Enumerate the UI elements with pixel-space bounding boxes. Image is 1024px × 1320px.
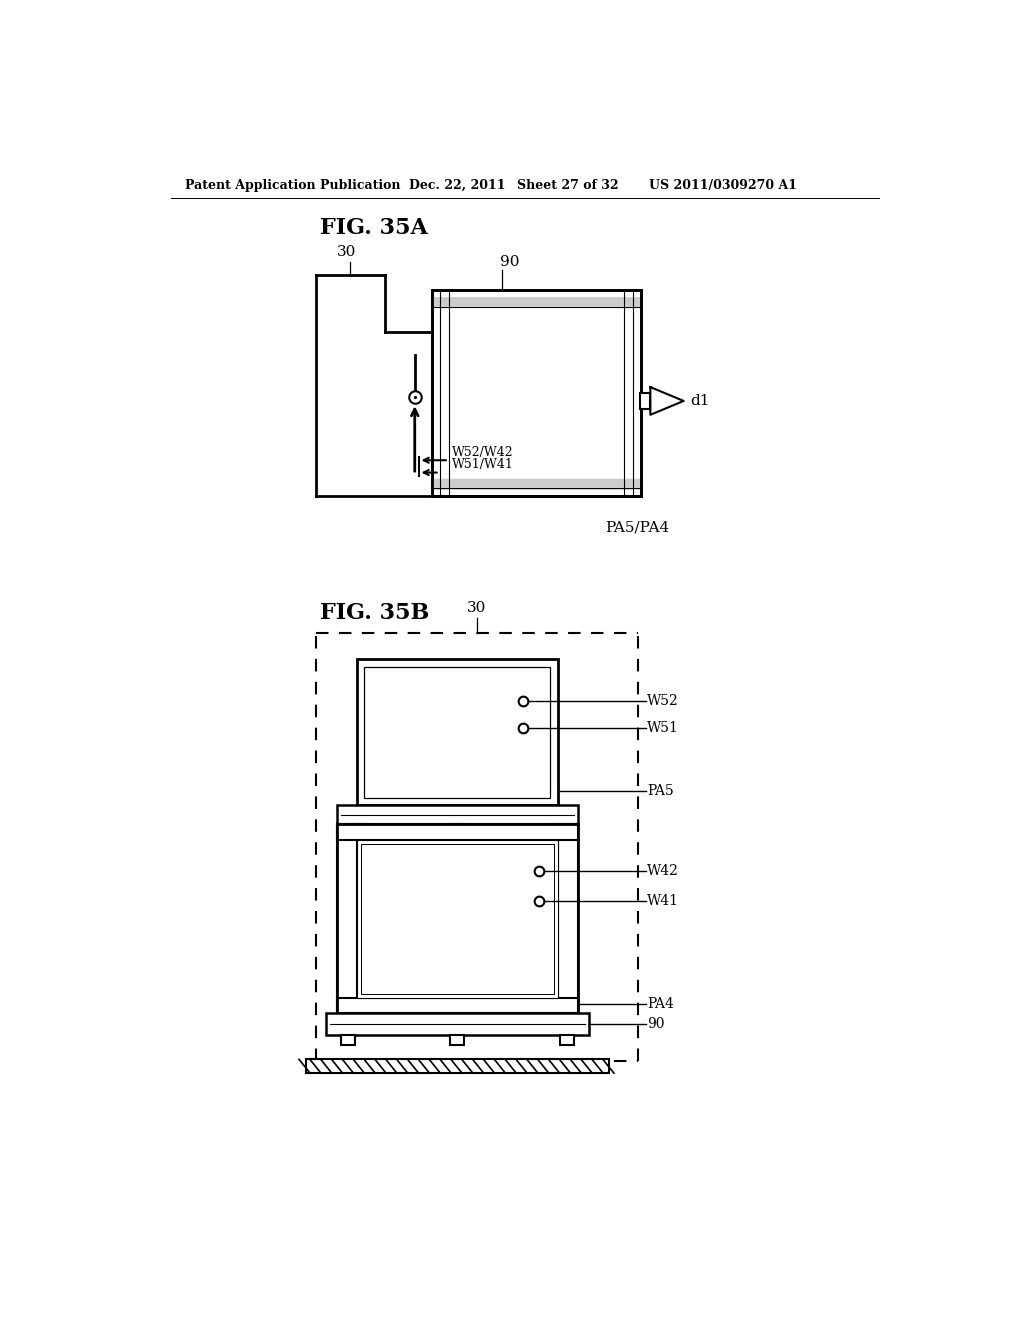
- Bar: [356, 840, 558, 998]
- Bar: [337, 825, 356, 1014]
- Bar: [306, 1059, 608, 1073]
- Text: W41: W41: [647, 895, 679, 908]
- Bar: [326, 1014, 589, 1035]
- Text: 90: 90: [647, 1016, 665, 1031]
- Bar: [432, 290, 641, 496]
- Bar: [337, 825, 578, 840]
- Text: d1: d1: [690, 393, 710, 408]
- Bar: [548, 825, 562, 836]
- Text: PA5: PA5: [647, 784, 674, 799]
- Bar: [341, 1035, 355, 1045]
- Bar: [337, 825, 578, 1014]
- Text: W51: W51: [647, 721, 679, 735]
- Bar: [451, 1035, 464, 1045]
- Bar: [337, 805, 578, 825]
- Text: 90: 90: [500, 255, 519, 268]
- Text: PA4: PA4: [647, 997, 674, 1011]
- Text: FIG. 35A: FIG. 35A: [321, 216, 428, 239]
- Bar: [360, 843, 554, 994]
- Text: US 2011/0309270 A1: US 2011/0309270 A1: [649, 178, 797, 191]
- Bar: [432, 290, 641, 496]
- Bar: [558, 825, 578, 1014]
- Text: PA5/PA4: PA5/PA4: [605, 520, 670, 535]
- Text: W51/W41: W51/W41: [452, 458, 514, 471]
- Bar: [451, 825, 464, 836]
- Bar: [640, 393, 650, 409]
- Bar: [337, 998, 578, 1014]
- Bar: [432, 479, 640, 488]
- Bar: [560, 1035, 573, 1045]
- Text: Patent Application Publication: Patent Application Publication: [184, 178, 400, 191]
- Text: W52/W42: W52/W42: [452, 446, 514, 459]
- Text: Sheet 27 of 32: Sheet 27 of 32: [517, 178, 618, 191]
- Text: FIG. 35B: FIG. 35B: [321, 602, 430, 624]
- Text: W42: W42: [647, 863, 679, 878]
- Bar: [356, 659, 558, 805]
- Bar: [365, 667, 550, 797]
- Text: 30: 30: [467, 601, 486, 615]
- Text: 30: 30: [337, 244, 356, 259]
- Text: Dec. 22, 2011: Dec. 22, 2011: [409, 178, 505, 191]
- Text: W52: W52: [647, 694, 679, 709]
- Bar: [352, 825, 367, 836]
- Bar: [432, 298, 640, 308]
